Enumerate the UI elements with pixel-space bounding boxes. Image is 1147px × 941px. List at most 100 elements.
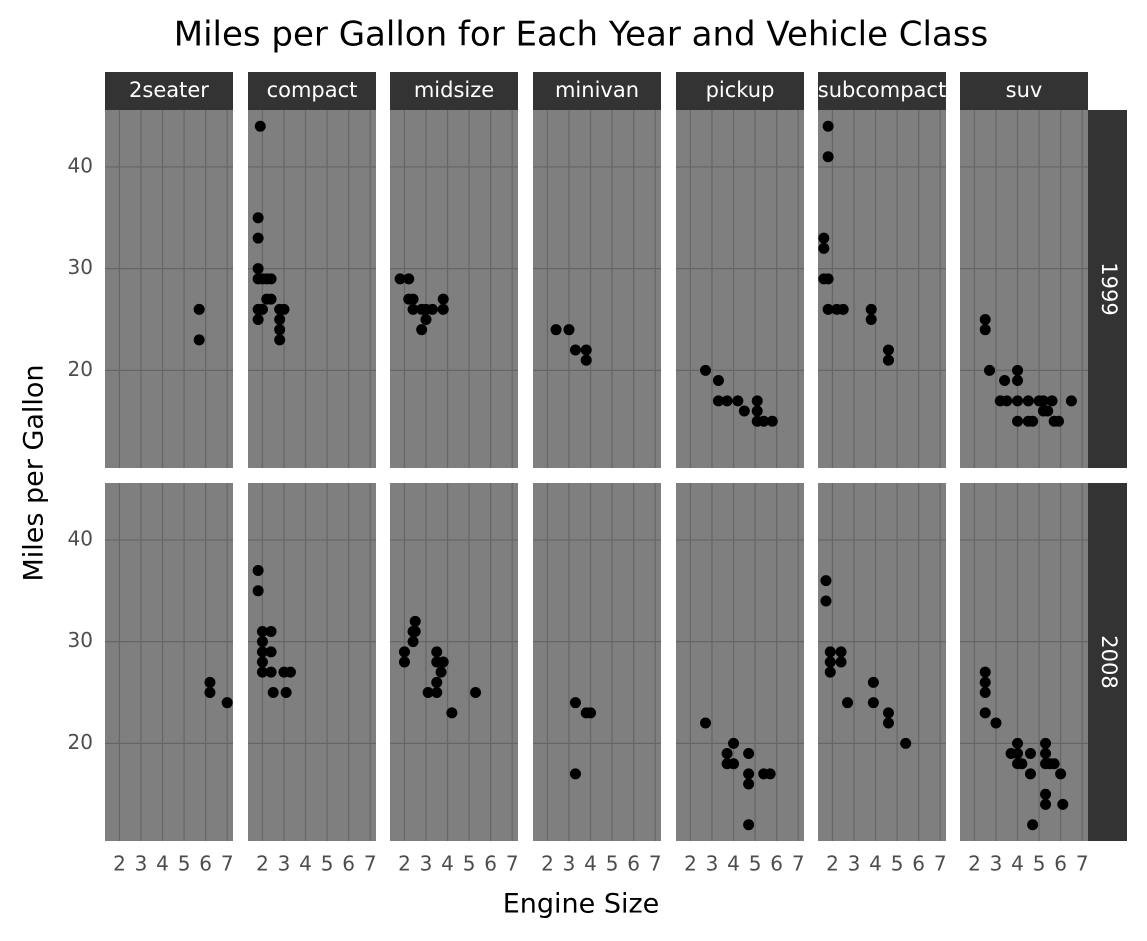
point	[1040, 748, 1052, 760]
column-strip	[248, 72, 376, 110]
x-tick-label: 4	[1011, 852, 1024, 876]
point	[837, 303, 849, 315]
column-strip	[390, 72, 518, 110]
point	[470, 687, 482, 699]
point	[751, 395, 763, 407]
point	[265, 646, 277, 658]
point	[422, 687, 434, 699]
x-tick-label: 2	[256, 852, 269, 876]
point	[431, 646, 443, 658]
x-tick-label: 2	[398, 852, 411, 876]
point	[431, 687, 443, 699]
x-tick-label: 7	[792, 852, 805, 876]
point	[721, 748, 733, 760]
x-tick-label: 4	[727, 852, 740, 876]
point	[420, 314, 432, 326]
point	[407, 636, 419, 648]
point	[990, 717, 1002, 729]
point	[743, 748, 755, 760]
point	[284, 666, 296, 678]
point	[580, 344, 592, 356]
point	[1052, 415, 1064, 427]
point	[979, 324, 991, 336]
column-strip	[818, 72, 946, 110]
point	[267, 687, 279, 699]
x-tick-label: 5	[1033, 852, 1046, 876]
row-strip-label: 1999	[1097, 262, 1121, 315]
point	[409, 625, 421, 637]
point	[1055, 768, 1067, 780]
panel-background	[105, 110, 233, 468]
x-tick-label: 3	[848, 852, 861, 876]
point	[254, 120, 266, 132]
x-tick-label: 2	[968, 852, 981, 876]
point	[437, 656, 449, 668]
x-tick-label: 7	[506, 852, 519, 876]
x-tick-label: 3	[420, 852, 433, 876]
point	[256, 625, 268, 637]
chart-title: Miles per Gallon for Each Year and Vehic…	[174, 15, 989, 55]
x-tick-label: 2	[541, 852, 554, 876]
column-strip	[533, 72, 661, 110]
point	[256, 636, 268, 648]
point	[743, 768, 755, 780]
x-tick-label: 2	[826, 852, 839, 876]
panel-background	[248, 110, 376, 468]
point	[979, 676, 991, 688]
point	[1001, 395, 1013, 407]
point	[979, 314, 991, 326]
point	[278, 303, 290, 315]
point	[252, 263, 264, 275]
point	[1012, 395, 1024, 407]
point	[867, 697, 879, 709]
point	[865, 303, 877, 315]
point	[193, 303, 205, 315]
point	[820, 595, 832, 607]
point	[882, 717, 894, 729]
point	[193, 334, 205, 346]
point	[824, 656, 836, 668]
point	[738, 405, 750, 417]
point	[712, 395, 724, 407]
point	[822, 303, 834, 315]
column-strip-label: compact	[267, 78, 358, 102]
row-strip	[1088, 483, 1127, 841]
point	[265, 666, 277, 678]
point	[721, 395, 733, 407]
point	[824, 646, 836, 658]
y-tick-label: 20	[68, 730, 93, 754]
panel-background	[248, 483, 376, 841]
x-tick-label: 2	[684, 852, 697, 876]
point	[822, 273, 834, 285]
point	[256, 656, 268, 668]
column-strip-label: pickup	[706, 78, 775, 102]
y-tick-label: 40	[68, 526, 93, 550]
point	[256, 666, 268, 678]
x-tick-label: 6	[627, 852, 640, 876]
point	[1012, 748, 1024, 760]
column-strip	[960, 72, 1088, 110]
point	[882, 707, 894, 719]
point	[204, 676, 216, 688]
point	[437, 303, 449, 315]
point	[728, 737, 740, 749]
x-tick-label: 6	[1054, 852, 1067, 876]
point	[1024, 768, 1036, 780]
point	[256, 646, 268, 658]
point	[835, 646, 847, 658]
point	[407, 293, 419, 305]
point	[842, 697, 854, 709]
column-strip	[105, 72, 233, 110]
panel-background	[533, 110, 661, 468]
point	[252, 314, 264, 326]
point	[409, 615, 421, 627]
x-tick-label: 3	[706, 852, 719, 876]
x-tick-label: 6	[912, 852, 925, 876]
point	[252, 232, 264, 244]
point	[280, 687, 292, 699]
point	[1012, 364, 1024, 376]
x-tick-label: 7	[934, 852, 947, 876]
point	[867, 676, 879, 688]
point	[751, 405, 763, 417]
point	[580, 354, 592, 366]
